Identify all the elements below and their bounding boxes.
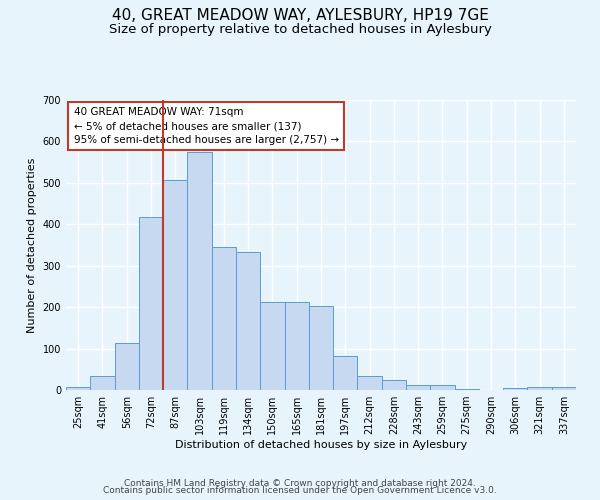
- Bar: [382, 380, 406, 390]
- Bar: [503, 388, 527, 390]
- Bar: [406, 385, 430, 390]
- Bar: [333, 356, 358, 390]
- Bar: [236, 252, 260, 390]
- Y-axis label: Number of detached properties: Number of detached properties: [27, 158, 37, 332]
- Bar: [66, 386, 90, 390]
- Text: 40 GREAT MEADOW WAY: 71sqm
← 5% of detached houses are smaller (137)
95% of semi: 40 GREAT MEADOW WAY: 71sqm ← 5% of detac…: [74, 108, 339, 146]
- Bar: [455, 389, 479, 390]
- Bar: [260, 302, 284, 390]
- Bar: [90, 376, 115, 390]
- Bar: [309, 306, 333, 390]
- Bar: [284, 302, 309, 390]
- Bar: [212, 247, 236, 390]
- X-axis label: Distribution of detached houses by size in Aylesbury: Distribution of detached houses by size …: [175, 440, 467, 450]
- Bar: [187, 152, 212, 390]
- Text: Contains public sector information licensed under the Open Government Licence v3: Contains public sector information licen…: [103, 486, 497, 495]
- Text: 40, GREAT MEADOW WAY, AYLESBURY, HP19 7GE: 40, GREAT MEADOW WAY, AYLESBURY, HP19 7G…: [112, 8, 488, 22]
- Bar: [115, 343, 139, 390]
- Bar: [163, 180, 187, 390]
- Bar: [358, 376, 382, 390]
- Text: Size of property relative to detached houses in Aylesbury: Size of property relative to detached ho…: [109, 22, 491, 36]
- Bar: [552, 386, 576, 390]
- Bar: [430, 384, 455, 390]
- Text: Contains HM Land Registry data © Crown copyright and database right 2024.: Contains HM Land Registry data © Crown c…: [124, 478, 476, 488]
- Bar: [139, 217, 163, 390]
- Bar: [527, 386, 552, 390]
